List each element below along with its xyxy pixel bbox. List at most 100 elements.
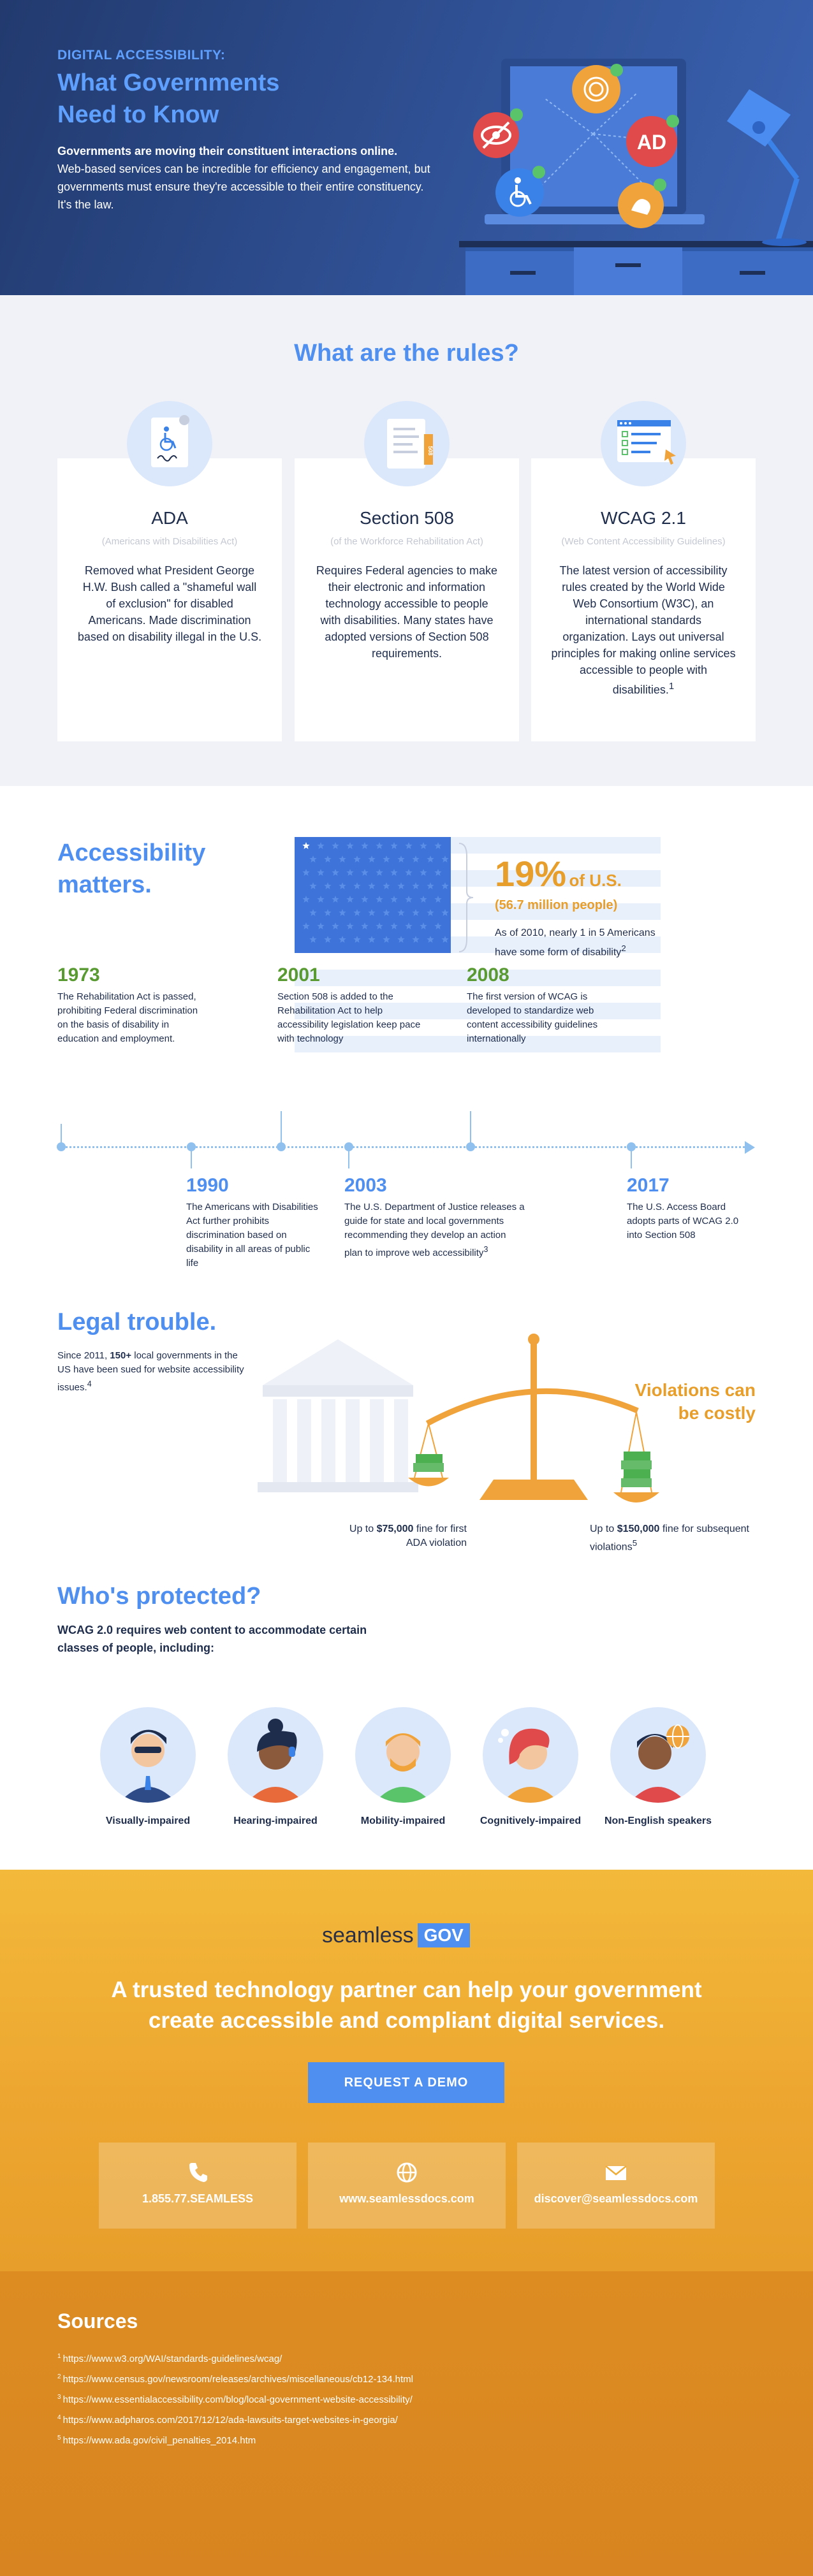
- rule-subtitle: (Americans with Disabilities Act): [101, 536, 238, 547]
- person-hearing-impaired: Hearing-impaired: [212, 1707, 339, 1827]
- flag-star: [397, 882, 405, 889]
- cognitively-impaired-person-icon: [483, 1707, 578, 1803]
- timeline-stem: [348, 1151, 349, 1168]
- flag-star: [346, 896, 354, 903]
- flag-star: [376, 896, 383, 903]
- flag-star: [383, 909, 390, 916]
- hero-kicker: DIGITAL ACCESSIBILITY:: [57, 48, 226, 62]
- timeline-text: The Americans with Disabilities Act furt…: [186, 1202, 318, 1269]
- flag-star: [361, 842, 369, 849]
- globe-icon: [308, 2162, 506, 2183]
- flag-star: [397, 909, 405, 916]
- flag-star: [420, 869, 427, 876]
- flag-star: [317, 842, 325, 849]
- source-item[interactable]: 3 https://www.essentialaccessibility.com/…: [57, 2389, 413, 2409]
- flag-star: [368, 882, 376, 889]
- source-url[interactable]: https://www.w3.org/WAI/standards-guideli…: [62, 2354, 282, 2364]
- timeline-text: The U.S. Department of Justice releases …: [344, 1200, 526, 1260]
- source-url[interactable]: https://www.census.gov/newsroom/releases…: [62, 2374, 413, 2385]
- fine-post: fine for first ADA violation: [406, 1524, 467, 1548]
- source-item[interactable]: 5 https://www.ada.gov/civil_penalties_201…: [57, 2429, 413, 2450]
- source-number: 4: [57, 2414, 61, 2421]
- violations-callout: Violations can be costly: [593, 1379, 756, 1425]
- rule-description: Removed what President George H.W. Bush …: [77, 564, 262, 643]
- matters-title: Accessibility matters.: [57, 840, 206, 898]
- flag-star: [427, 909, 434, 916]
- accessibility-matters-section: Accessibility matters. 19% of U.S. (56.7…: [0, 786, 813, 1309]
- source-item[interactable]: 4 https://www.adpharos.com/2017/12/12/ada…: [57, 2409, 413, 2429]
- visually-impaired-person-icon: [100, 1707, 196, 1803]
- footnote-marker: 3: [483, 1245, 488, 1254]
- person-cognitively-impaired: Cognitively-impaired: [467, 1707, 594, 1827]
- flag-star: [390, 896, 398, 903]
- person-label: Non-English speakers: [604, 1816, 712, 1826]
- source-url[interactable]: https://www.ada.gov/civil_penalties_2014…: [62, 2435, 256, 2446]
- timeline-line: [57, 1146, 752, 1148]
- legal-section: Legal trouble. Since 2011, 150+ local go…: [0, 1309, 813, 1583]
- flag-star: [405, 922, 413, 929]
- flag-star: [383, 855, 390, 862]
- source-item[interactable]: 1 https://www.w3.org/WAI/standards-guidel…: [57, 2348, 413, 2368]
- audio-description-badge-text: AD: [637, 131, 666, 154]
- section-508-document-icon: 508: [364, 401, 450, 486]
- timeline-dot: [627, 1142, 636, 1151]
- flag-star: [353, 936, 361, 943]
- flag-star: [317, 869, 325, 876]
- timeline-year: 2017: [627, 1175, 670, 1196]
- flag-star: [332, 896, 339, 903]
- flag-star: [390, 922, 398, 929]
- request-demo-button[interactable]: REQUEST A DEMO: [308, 2062, 504, 2103]
- contact-email[interactable]: discover@seamlessdocs.com: [517, 2143, 715, 2229]
- source-number: 3: [57, 2394, 61, 2401]
- flag-star: [397, 936, 405, 943]
- flag-star: [405, 869, 413, 876]
- source-url[interactable]: https://www.adpharos.com/2017/12/12/ada-…: [62, 2415, 398, 2426]
- stat-population: (56.7 million people): [495, 898, 618, 912]
- fine-pre: Up to: [349, 1524, 377, 1534]
- flag-star: [332, 842, 339, 849]
- seamlessgov-logo: seamless GOV: [322, 1922, 470, 1949]
- cta-section: seamless GOV A trusted technology partne…: [0, 1870, 813, 2271]
- person-non-english-speaker: Non-English speakers: [594, 1707, 722, 1827]
- footnote-marker: 2: [621, 943, 626, 953]
- source-number: 2: [57, 2373, 61, 2380]
- timeline-stem: [470, 1111, 471, 1143]
- flag-star: [441, 909, 449, 916]
- flag-star: [434, 869, 442, 876]
- contact-phone[interactable]: 1.855.77.SEAMLESS: [99, 2143, 297, 2229]
- disability-stat: 19% of U.S. (56.7 million people) As of …: [495, 853, 661, 960]
- flag-star: [368, 936, 376, 943]
- timeline-stem: [631, 1151, 632, 1168]
- section-508-tab-label: 508: [427, 446, 434, 455]
- rule-card-ada: ADA (Americans with Disabilities Act) Re…: [57, 401, 282, 741]
- source-item[interactable]: 2 https://www.census.gov/newsroom/release…: [57, 2368, 413, 2389]
- source-number: 5: [57, 2434, 61, 2441]
- flag-star: [405, 896, 413, 903]
- footnote-marker: 5: [632, 1538, 638, 1548]
- timeline-dot: [466, 1142, 475, 1151]
- timeline-text-body: The U.S. Department of Justice releases …: [344, 1202, 525, 1258]
- brand-wordmark: seamless: [322, 1923, 414, 1947]
- hero-title: What Governments Need to Know: [57, 67, 440, 131]
- legal-desc-pre: Since 2011,: [57, 1350, 110, 1361]
- person-mobility-impaired: Mobility-impaired: [339, 1707, 467, 1827]
- cta-headline: A trusted technology partner can help yo…: [0, 1975, 813, 2036]
- flag-star: [434, 922, 442, 929]
- flag-star: [302, 842, 310, 849]
- flag-star: [412, 855, 420, 862]
- flag-star: [434, 896, 442, 903]
- timeline-item-2017: 2017 The U.S. Access Board adopts parts …: [627, 1175, 754, 1242]
- timeline-text: The Rehabilitation Act is passed, prohib…: [57, 991, 198, 1044]
- flag-star: [420, 922, 427, 929]
- flag-star: [420, 842, 427, 849]
- stat-percent: 19%: [495, 854, 567, 894]
- contact-website[interactable]: www.seamlessdocs.com: [308, 2143, 506, 2229]
- flag-star: [383, 882, 390, 889]
- timeline-text: The first version of WCAG is developed t…: [467, 991, 598, 1044]
- source-url[interactable]: https://www.essentialaccessibility.com/b…: [62, 2394, 413, 2405]
- hearing-impaired-person-icon: [228, 1707, 323, 1803]
- flag-star: [390, 869, 398, 876]
- rule-subtitle: (of the Workforce Rehabilitation Act): [330, 536, 483, 547]
- person-label: Cognitively-impaired: [480, 1816, 582, 1826]
- flag-star: [309, 882, 317, 889]
